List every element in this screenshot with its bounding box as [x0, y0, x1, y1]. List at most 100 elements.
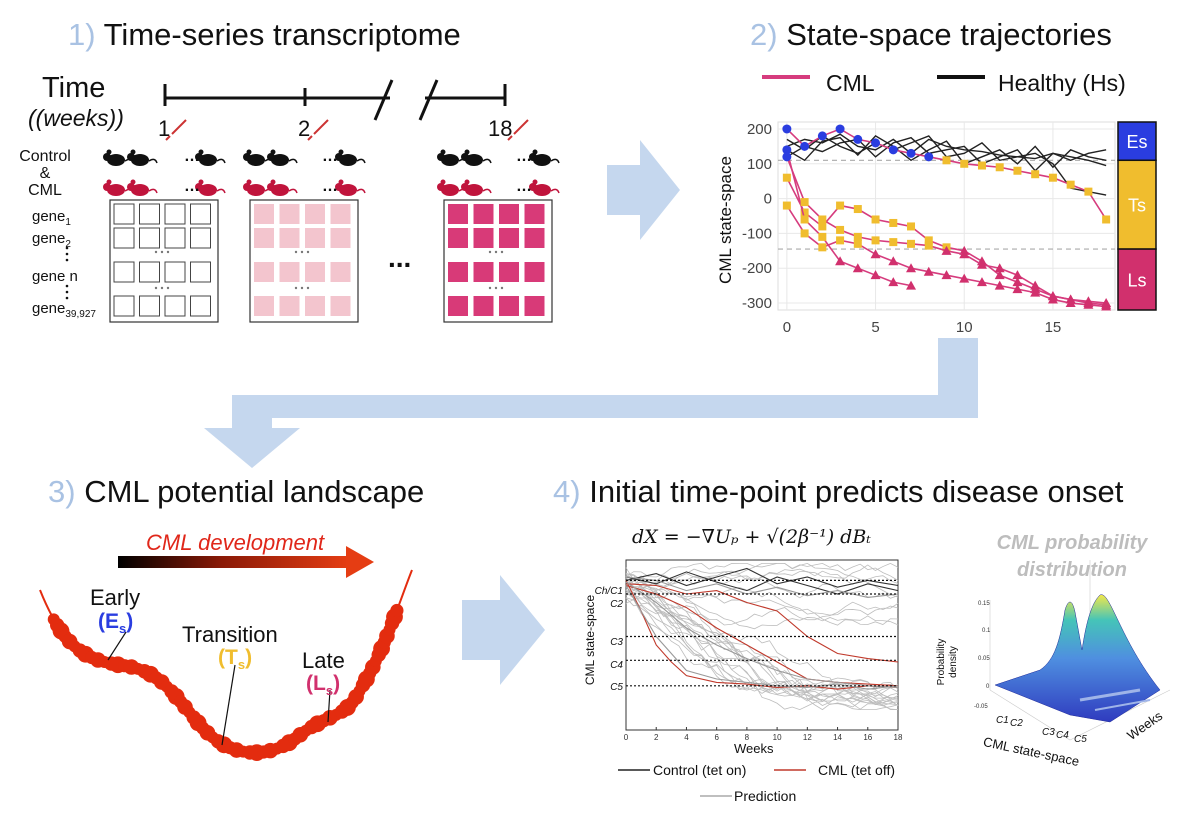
- gene-dot: [65, 284, 69, 288]
- matrix-cell: [524, 262, 545, 282]
- level-label-c1: Ch/C1: [594, 586, 623, 597]
- prob-level-c2: C2: [1010, 718, 1023, 729]
- prob-title-line2: distribution: [1017, 559, 1127, 581]
- point-transition: [1084, 187, 1093, 196]
- mouse-head: [267, 153, 275, 161]
- matrix-cell: [524, 296, 545, 316]
- mouse-ear: [338, 149, 344, 155]
- point-early: [800, 141, 810, 151]
- state-band-label: Ls: [1127, 271, 1146, 291]
- y-tick-label: -300: [742, 295, 772, 312]
- mouse-body: [271, 184, 289, 196]
- mice-dots-3a: …: [516, 148, 532, 165]
- point-transition: [818, 222, 827, 231]
- point-late: [1101, 298, 1112, 308]
- cml-line: [625, 583, 899, 663]
- mouse-body: [271, 154, 289, 166]
- matrix-cell: [164, 227, 186, 249]
- panel2-title-text: State-space trajectories: [786, 17, 1112, 52]
- sde-equation: dX = −∇Uₚ + √(2β⁻¹) dBₜ: [632, 526, 871, 548]
- x-tick-label: 6: [714, 733, 719, 742]
- point-transition: [800, 208, 809, 217]
- x-tick-label: 0: [783, 319, 791, 336]
- prediction-trace: [625, 597, 899, 703]
- matrix-dot: [154, 250, 158, 254]
- time-label: Time: [42, 72, 106, 104]
- cml-development-label: CML development: [146, 530, 325, 555]
- matrix-dot: [294, 286, 298, 290]
- matrix-dot: [166, 250, 170, 254]
- matrix-frame: [249, 199, 359, 323]
- expression-matrix: [249, 199, 359, 323]
- mouse-icon: [127, 179, 158, 196]
- mouse-head: [335, 183, 343, 191]
- x-tick-label: 10: [956, 319, 973, 336]
- matrix-cell: [499, 204, 519, 224]
- point-late: [976, 277, 987, 287]
- point-early: [817, 131, 827, 141]
- mouse-body: [131, 184, 149, 196]
- group-labels: Control & CML: [10, 148, 80, 199]
- mouse-head: [437, 183, 445, 191]
- mouse-body: [533, 184, 551, 196]
- mouse-body: [339, 184, 357, 196]
- healthy-line: [786, 136, 1107, 172]
- syringe-icon: [307, 119, 329, 141]
- legend-healthy-label: Healthy (Hs): [998, 70, 1126, 96]
- mouse-head: [267, 183, 275, 191]
- point-transition: [818, 215, 827, 224]
- mouse-ear: [532, 179, 538, 185]
- mouse-ear: [440, 179, 446, 185]
- landscape-beads: [47, 603, 404, 762]
- point-transition: [853, 239, 862, 248]
- point-late: [941, 245, 952, 255]
- mouse-ear: [246, 149, 252, 155]
- transition-label: Transition: [182, 622, 278, 647]
- mouse-icon: [267, 179, 298, 196]
- point-transition: [995, 163, 1004, 172]
- point-late: [1012, 284, 1023, 294]
- mouse-icon: [437, 179, 468, 196]
- mouse-tail: [148, 158, 158, 164]
- prob-ztick-3: 0: [986, 684, 990, 690]
- mouse-icon: [529, 149, 560, 166]
- weeks-label: ((weeks)): [28, 105, 124, 131]
- arrow-3-to-4: [462, 575, 545, 685]
- point-late: [1030, 287, 1041, 297]
- cml-label: CML: [28, 182, 62, 199]
- mouse-body: [199, 184, 217, 196]
- gene-label-1: gene1: [32, 208, 71, 228]
- arrow-2-to-3: [204, 338, 978, 468]
- matrix-cell: [499, 228, 519, 248]
- matrix-cell: [473, 228, 494, 248]
- mouse-icon: [267, 149, 298, 166]
- prediction-line: [625, 581, 899, 689]
- mouse-icon: [461, 179, 492, 196]
- y-tick-label: -200: [742, 260, 772, 277]
- mouse-head: [195, 183, 203, 191]
- cml-line: [625, 584, 899, 687]
- syringe-icon: [165, 119, 187, 141]
- x-tick-label: 14: [833, 733, 842, 742]
- x-tick-label: 5: [871, 319, 879, 336]
- mouse-tail: [288, 158, 298, 164]
- point-late: [1012, 277, 1023, 287]
- matrix-cell: [305, 228, 325, 248]
- point-late: [959, 249, 970, 259]
- matrix-cell: [190, 227, 211, 249]
- point-transition: [818, 232, 827, 241]
- mouse-body: [247, 154, 265, 166]
- mouse-head: [243, 153, 251, 161]
- gene-label-2: gene2: [32, 230, 71, 250]
- control-line: [625, 571, 899, 595]
- mouse-ear: [270, 179, 276, 185]
- panel4-title-text: Initial time-point predicts disease onse…: [589, 474, 1124, 509]
- amp-label: &: [39, 165, 51, 182]
- point-late: [1030, 280, 1041, 290]
- point-transition: [1013, 166, 1022, 175]
- mouse-ear: [106, 179, 112, 185]
- mouse-body: [131, 154, 149, 166]
